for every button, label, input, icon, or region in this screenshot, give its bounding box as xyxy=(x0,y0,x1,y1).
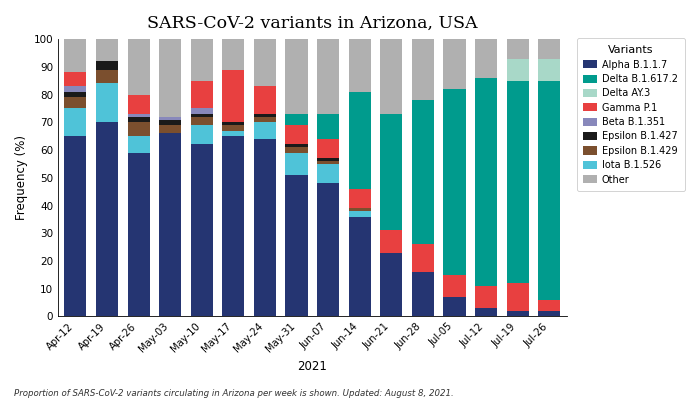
Bar xyxy=(538,311,560,316)
Bar xyxy=(317,39,340,114)
Bar xyxy=(223,136,244,316)
Bar xyxy=(286,153,307,175)
Bar xyxy=(412,100,434,244)
Legend: Alpha B.1.1.7, Delta B.1.617.2, Delta AY.3, Gamma P.1, Beta B.1.351, Epsilon B.1: Alpha B.1.1.7, Delta B.1.617.2, Delta AY… xyxy=(577,38,685,192)
Bar xyxy=(349,217,371,316)
Bar xyxy=(64,136,87,316)
Bar xyxy=(127,153,150,316)
Bar xyxy=(223,70,244,122)
Bar xyxy=(507,58,528,81)
Bar xyxy=(64,92,87,97)
Bar xyxy=(96,61,118,70)
Bar xyxy=(475,286,497,308)
Bar xyxy=(190,39,213,81)
Bar xyxy=(349,92,371,189)
Bar xyxy=(286,125,307,144)
Bar xyxy=(538,81,560,300)
Bar xyxy=(507,39,528,58)
Bar xyxy=(349,39,371,92)
Bar xyxy=(380,230,402,253)
Bar xyxy=(507,283,528,311)
Bar xyxy=(317,164,340,183)
Bar xyxy=(507,81,528,283)
Bar xyxy=(127,136,150,153)
Bar xyxy=(254,39,276,86)
Bar xyxy=(286,39,307,114)
Bar xyxy=(286,144,307,147)
Bar xyxy=(380,39,402,114)
Bar xyxy=(190,114,213,117)
Bar xyxy=(254,139,276,316)
Bar xyxy=(64,86,87,92)
Bar xyxy=(127,117,150,122)
Bar xyxy=(475,78,497,286)
Bar xyxy=(254,122,276,139)
Bar xyxy=(96,70,118,84)
Bar xyxy=(190,117,213,125)
Bar xyxy=(190,108,213,114)
Bar xyxy=(96,122,118,316)
Bar xyxy=(380,114,402,230)
Bar xyxy=(286,147,307,153)
Bar xyxy=(412,244,434,272)
Bar xyxy=(443,297,466,316)
Bar xyxy=(538,39,560,58)
Bar xyxy=(64,39,87,72)
Bar xyxy=(286,114,307,125)
Bar xyxy=(223,122,244,125)
Bar xyxy=(223,125,244,131)
Bar xyxy=(317,161,340,164)
Bar xyxy=(380,253,402,316)
Bar xyxy=(286,175,307,316)
Bar xyxy=(317,139,340,158)
X-axis label: 2021: 2021 xyxy=(298,360,328,373)
Bar xyxy=(475,39,497,78)
Bar xyxy=(64,72,87,86)
Bar xyxy=(159,117,181,120)
Bar xyxy=(159,39,181,117)
Bar xyxy=(223,131,244,136)
Bar xyxy=(64,97,87,108)
Bar xyxy=(443,275,466,297)
Bar xyxy=(64,108,87,136)
Bar xyxy=(443,89,466,275)
Bar xyxy=(254,86,276,114)
Bar xyxy=(223,39,244,70)
Text: Proportion of SARS-CoV-2 variants circulating in Arizona per week is shown. Upda: Proportion of SARS-CoV-2 variants circul… xyxy=(14,389,454,398)
Bar xyxy=(190,81,213,108)
Bar xyxy=(127,94,150,114)
Bar xyxy=(96,84,118,122)
Bar xyxy=(159,134,181,316)
Bar xyxy=(349,211,371,217)
Title: SARS-CoV-2 variants in Arizona, USA: SARS-CoV-2 variants in Arizona, USA xyxy=(147,15,477,32)
Bar xyxy=(412,39,434,100)
Bar xyxy=(317,183,340,316)
Bar xyxy=(412,272,434,316)
Bar xyxy=(159,125,181,134)
Bar xyxy=(475,308,497,316)
Y-axis label: Frequency (%): Frequency (%) xyxy=(15,135,28,220)
Bar xyxy=(96,39,118,61)
Bar xyxy=(538,300,560,311)
Bar xyxy=(254,114,276,117)
Bar xyxy=(349,189,371,208)
Bar xyxy=(127,39,150,94)
Bar xyxy=(159,120,181,125)
Bar xyxy=(507,311,528,316)
Bar xyxy=(317,114,340,139)
Bar xyxy=(443,39,466,89)
Bar xyxy=(538,58,560,81)
Bar xyxy=(127,114,150,117)
Bar xyxy=(190,125,213,144)
Bar xyxy=(190,144,213,316)
Bar xyxy=(127,122,150,136)
Bar xyxy=(317,158,340,161)
Bar xyxy=(349,208,371,211)
Bar xyxy=(254,117,276,122)
